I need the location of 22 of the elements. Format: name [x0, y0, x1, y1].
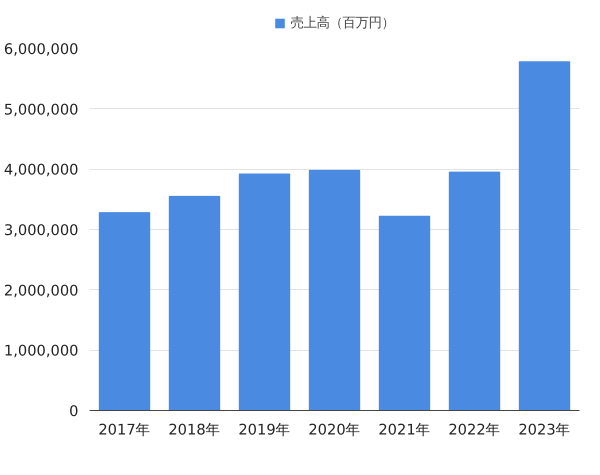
y-tick-label: 5,000,000 — [4, 101, 79, 118]
x-tick-label: 2023年 — [518, 422, 571, 438]
y-tick-label: 1,000,000 — [4, 342, 79, 360]
x-tick-label: 2022年 — [448, 422, 501, 438]
bar — [308, 170, 360, 410]
bar — [448, 172, 500, 410]
bar — [98, 212, 150, 410]
legend-label: 売上高（百万円） — [290, 14, 394, 32]
x-tick-label: 2017年 — [98, 422, 151, 438]
bar — [378, 216, 430, 410]
y-tick-label: 3,000,000 — [4, 222, 79, 239]
x-tick-label: 2018年 — [168, 422, 221, 438]
y-tick-label: 6,000,000 — [4, 41, 79, 58]
x-tick-label: 2021年 — [378, 422, 431, 438]
y-tick-label: 2,000,000 — [4, 282, 79, 300]
bar — [238, 173, 290, 410]
bar — [168, 196, 220, 410]
x-tick-label: 2019年 — [238, 422, 291, 438]
y-tick-label: 0 — [69, 403, 79, 420]
bar — [518, 61, 570, 410]
y-tick-label: 4,000,000 — [4, 162, 79, 179]
x-tick-label: 2020年 — [308, 422, 361, 438]
